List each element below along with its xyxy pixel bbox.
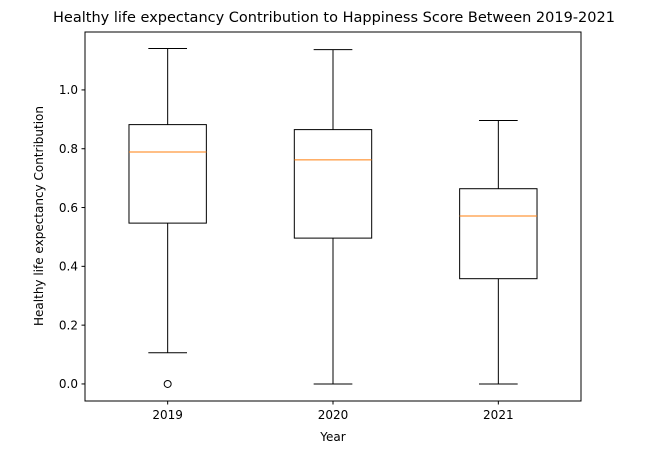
x-axis: 2019 2020 2021	[152, 401, 514, 422]
y-axis: 0.0 0.2 0.4 0.6 0.8 1.0	[59, 83, 85, 391]
y-tick-label: 0.0	[59, 377, 78, 391]
box-series	[128, 47, 538, 388]
x-tick-label: 2021	[483, 408, 514, 422]
box-2021	[459, 120, 538, 385]
y-tick-label: 0.2	[59, 318, 78, 332]
outlier-point	[163, 379, 172, 388]
x-tick-label: 2020	[318, 408, 349, 422]
x-tick-label: 2019	[152, 408, 183, 422]
y-tick-label: 0.8	[59, 142, 78, 156]
y-axis-label: Healthy life expectancy Contribution	[32, 106, 46, 326]
iqr-box	[459, 188, 538, 280]
y-tick-label: 1.0	[59, 83, 78, 97]
box-2019	[128, 47, 207, 388]
iqr-box	[128, 124, 207, 224]
box-2020	[293, 49, 373, 385]
y-tick-label: 0.4	[59, 260, 78, 274]
x-axis-label: Year	[319, 430, 345, 444]
y-tick-label: 0.6	[59, 201, 78, 215]
iqr-box	[293, 129, 373, 239]
chart-title: Healthy life expectancy Contribution to …	[53, 10, 615, 26]
